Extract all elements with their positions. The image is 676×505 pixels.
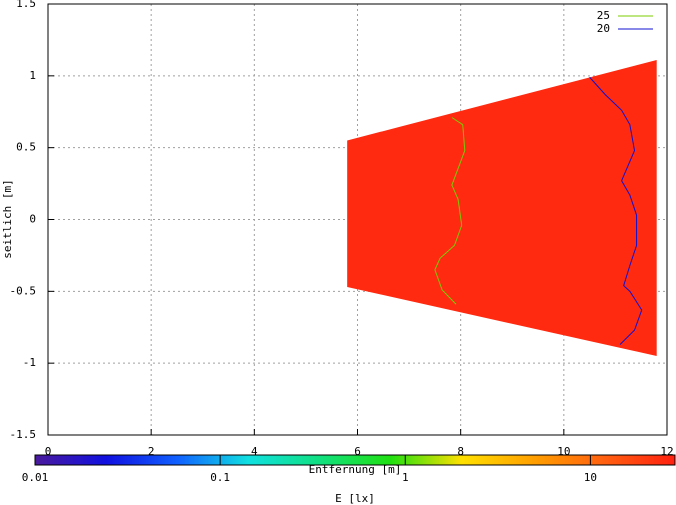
contour-line bbox=[434, 117, 466, 305]
y-axis-label: seitlich [m] bbox=[1, 179, 14, 258]
y-tick-label: 1.5 bbox=[16, 0, 36, 10]
y-tick-label: 0 bbox=[29, 213, 36, 226]
legend-label: 25 bbox=[597, 9, 610, 22]
colorbar-tick-label: 0.1 bbox=[210, 471, 230, 484]
x-tick-label: 8 bbox=[457, 445, 464, 458]
y-tick-label: -1.5 bbox=[10, 428, 37, 441]
x-tick-label: 6 bbox=[354, 445, 361, 458]
y-tick-label: -1 bbox=[23, 356, 36, 369]
y-tick-label: 1 bbox=[29, 69, 36, 82]
colorbar-tick-label: 10 bbox=[584, 471, 597, 484]
colorbar-label: E [lx] bbox=[335, 492, 375, 505]
x-tick-label: 0 bbox=[45, 445, 52, 458]
y-tick-label: -0.5 bbox=[10, 284, 37, 297]
legend-label: 20 bbox=[597, 22, 610, 35]
colorbar bbox=[34, 454, 676, 466]
x-axis-label: Entfernung [m] bbox=[309, 463, 402, 476]
colorbar-tick-label: 1 bbox=[402, 471, 409, 484]
contour-line bbox=[589, 76, 643, 345]
colorbar-tick-label: 0.01 bbox=[22, 471, 49, 484]
heatmap-region bbox=[347, 60, 657, 356]
y-tick-label: 0.5 bbox=[16, 141, 36, 154]
plot-border bbox=[47, 3, 668, 436]
x-tick-label: 4 bbox=[251, 445, 258, 458]
x-tick-label: 2 bbox=[148, 445, 155, 458]
